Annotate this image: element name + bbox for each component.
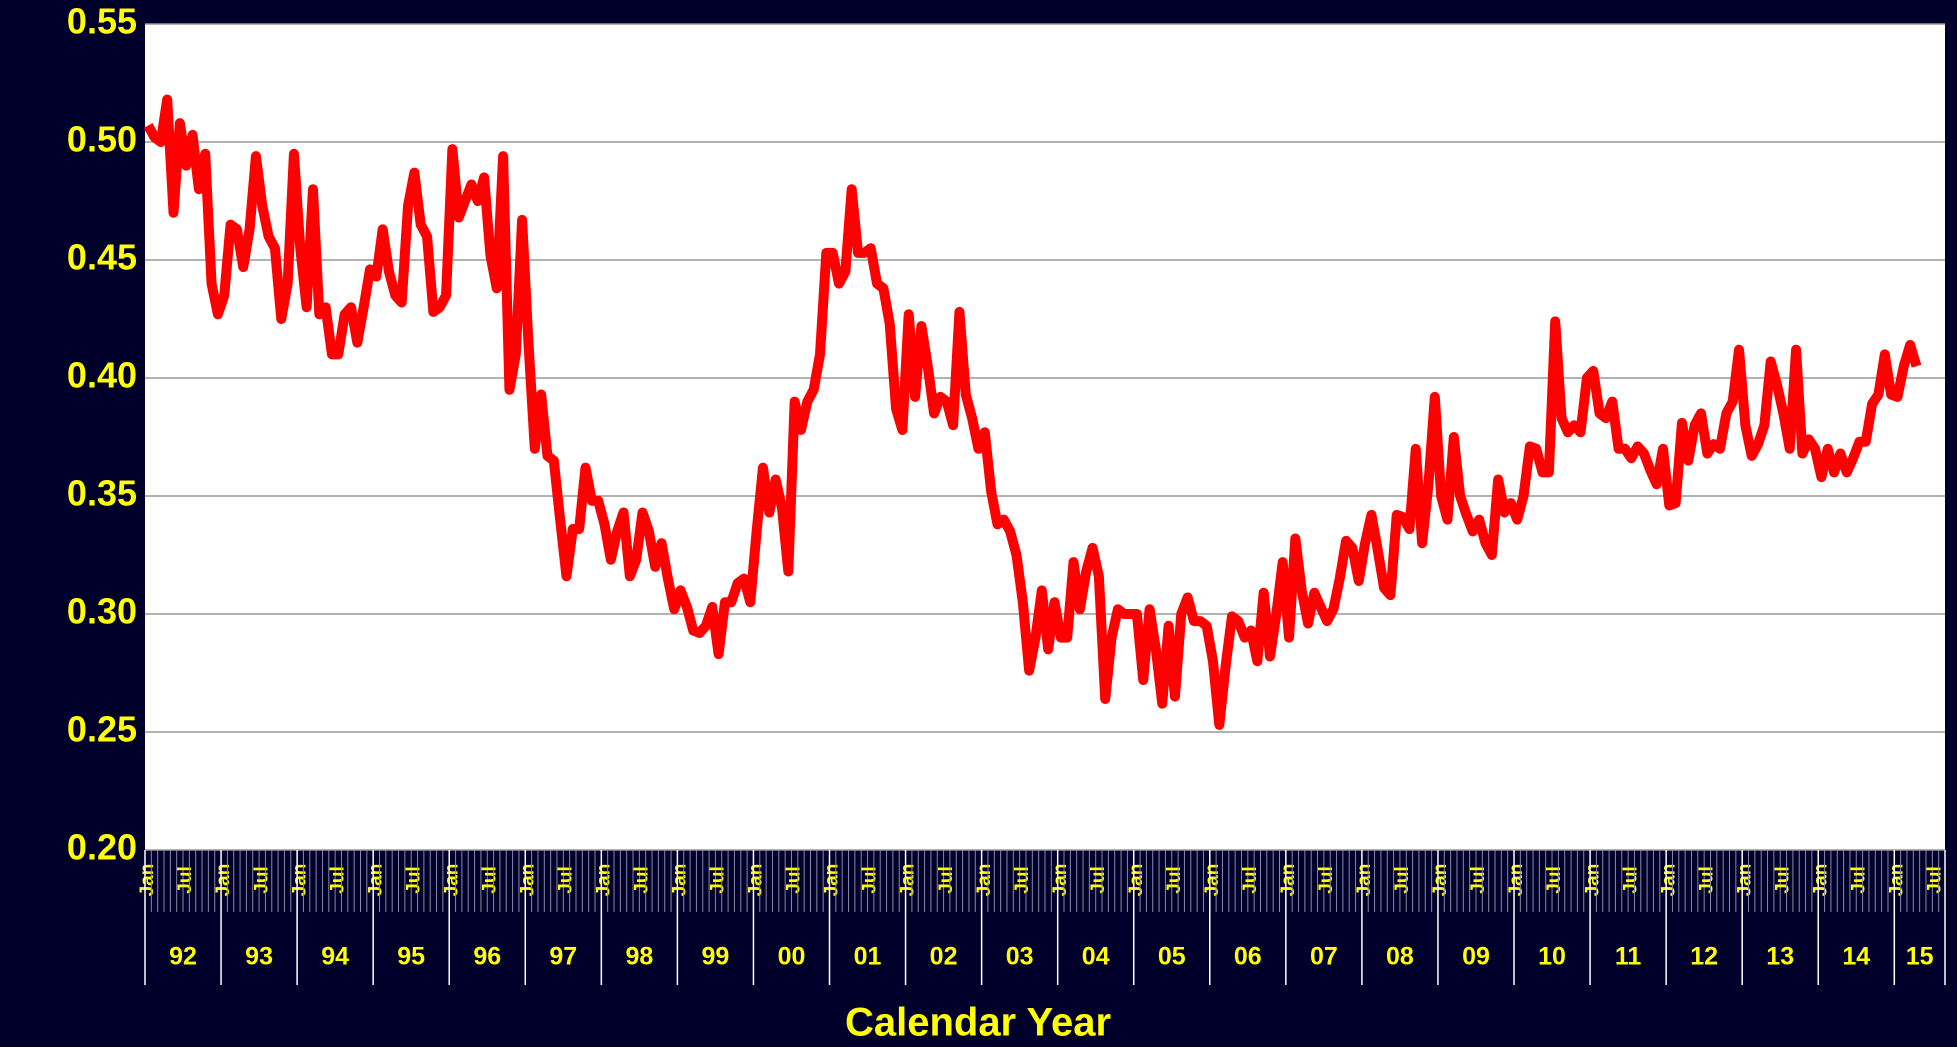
year-label: 15 [1906, 943, 1934, 971]
year-label: 00 [778, 943, 806, 971]
year-label: 14 [1842, 943, 1870, 971]
year-label: 08 [1386, 943, 1414, 971]
year-label: 95 [397, 943, 425, 971]
y-tick-label: 0.55 [67, 1, 137, 42]
x-tick-label: Jan [1354, 864, 1375, 897]
x-tick-label: Jul [1925, 866, 1946, 893]
year-label: 02 [930, 943, 958, 971]
year-label: 09 [1462, 943, 1490, 971]
year-label: 11 [1615, 943, 1642, 971]
x-tick-label: Jan [365, 864, 386, 897]
x-tick-label: Jul [1164, 866, 1185, 893]
y-tick-label: 0.35 [67, 473, 137, 514]
y-tick-label: 0.25 [67, 709, 137, 750]
x-tick-label: Jul [555, 866, 576, 893]
year-label: 96 [473, 943, 501, 971]
y-tick-label: 0.20 [67, 827, 137, 868]
year-label: 94 [321, 943, 349, 971]
x-tick-label: Jan [441, 864, 462, 897]
x-tick-label: Jan [974, 864, 995, 897]
x-tick-label: Jan [289, 864, 310, 897]
x-tick-label: Jan [1430, 864, 1451, 897]
year-label: 13 [1766, 943, 1794, 971]
x-tick-label: Jul [1848, 866, 1869, 893]
x-tick-label: Jan [822, 864, 843, 897]
y-tick-label: 0.40 [67, 355, 137, 396]
x-tick-label: Jan [746, 864, 767, 897]
x-tick-label: Jul [1240, 866, 1261, 893]
y-tick-label: 0.45 [67, 237, 137, 278]
x-tick-label: Jul [1012, 866, 1033, 893]
x-tick-label: Jan [1202, 864, 1223, 897]
x-tick-label: Jan [1126, 864, 1147, 897]
x-tick-label: Jan [213, 864, 234, 897]
x-tick-label: Jul [1696, 866, 1717, 893]
x-tick-label: Jul [1316, 866, 1337, 893]
x-tick-label: Jan [594, 864, 615, 897]
year-label: 05 [1158, 943, 1186, 971]
x-tick-label: Jul [479, 866, 500, 893]
year-label: 99 [702, 943, 730, 971]
year-label: 93 [245, 943, 273, 971]
x-tick-label: Jul [936, 866, 957, 893]
x-tick-label: Jan [1810, 864, 1831, 897]
x-tick-label: Jul [327, 866, 348, 893]
x-tick-label: Jan [1050, 864, 1071, 897]
year-label: 10 [1538, 943, 1566, 971]
year-label: 07 [1310, 943, 1338, 971]
x-tick-label: Jan [898, 864, 919, 897]
x-tick-label: Jul [1392, 866, 1413, 893]
x-tick-label: Jul [1620, 866, 1641, 893]
x-tick-label: Jul [175, 866, 196, 893]
x-tick-label: Jan [1886, 864, 1907, 897]
data-line [143, 94, 1922, 730]
y-tick-label: 0.50 [67, 119, 137, 160]
x-tick-label: Jul [1544, 866, 1565, 893]
x-tick-label: Jul [403, 866, 424, 893]
x-tick-label: Jan [1658, 864, 1679, 897]
x-tick-label: Jan [670, 864, 691, 897]
x-tick-label: Jan [1278, 864, 1299, 897]
year-label: 04 [1082, 943, 1110, 971]
x-tick-label: Jan [137, 864, 158, 897]
x-tick-label: Jul [1468, 866, 1489, 893]
year-label: 98 [625, 943, 653, 971]
x-tick-label: Jul [632, 866, 653, 893]
x-tick-label: Jan [517, 864, 538, 897]
year-label: 06 [1234, 943, 1262, 971]
year-label: 92 [169, 943, 197, 971]
y-tick-label: 0.30 [67, 591, 137, 632]
year-label: 12 [1690, 943, 1718, 971]
x-tick-label: Jul [860, 866, 881, 893]
x-tick-label: Jul [1088, 866, 1109, 893]
year-label: 03 [1006, 943, 1034, 971]
year-label: 01 [854, 943, 882, 971]
x-tick-label: Jan [1582, 864, 1603, 897]
x-tick-label: Jan [1506, 864, 1527, 897]
x-tick-label: Jul [708, 866, 729, 893]
x-tick-label: Jan [1734, 864, 1755, 897]
x-axis-label: Calendar Year [845, 1001, 1111, 1045]
x-tick-label: Jul [251, 866, 272, 893]
x-tick-label: Jul [784, 866, 805, 893]
plot-area [145, 24, 1945, 850]
year-label: 97 [549, 943, 577, 971]
x-tick-label: Jul [1772, 866, 1793, 893]
